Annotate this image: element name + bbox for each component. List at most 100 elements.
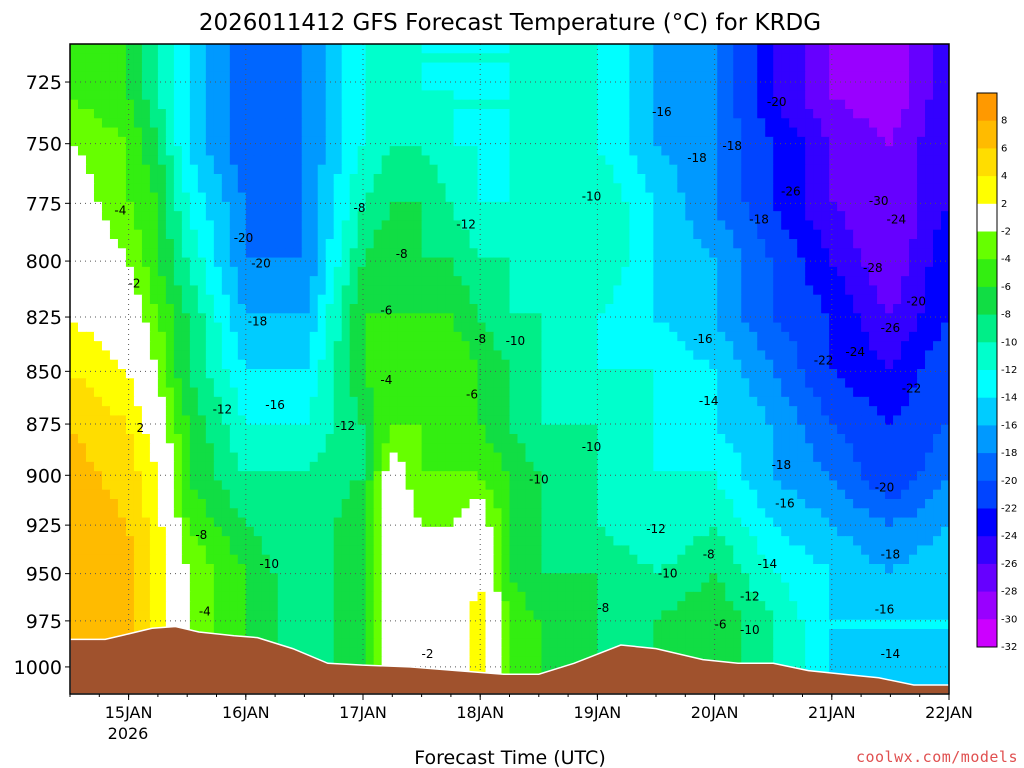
field-cell — [309, 443, 319, 454]
field-cell — [285, 443, 295, 454]
field-cell — [101, 99, 111, 110]
field-cell — [493, 452, 503, 463]
field-cell — [285, 155, 295, 166]
field-cell — [885, 294, 894, 305]
field-cell — [93, 136, 103, 147]
field-cell — [637, 304, 646, 314]
field-cell — [813, 424, 822, 435]
field-cell — [357, 62, 367, 73]
field-cell — [357, 183, 367, 194]
field-cell — [789, 229, 798, 240]
field-cell — [901, 434, 910, 444]
field-cell — [677, 369, 686, 379]
field-cell — [893, 424, 902, 435]
field-cell — [845, 81, 854, 92]
field-cell — [453, 396, 463, 407]
field-cell — [701, 331, 710, 342]
field-cell — [501, 266, 511, 277]
field-cell — [813, 313, 822, 324]
field-cell — [509, 276, 519, 287]
field-cell — [533, 322, 543, 333]
field-cell — [269, 331, 279, 342]
field-cell — [669, 44, 678, 54]
field-cell — [653, 285, 662, 296]
field-cell — [101, 136, 111, 147]
field-cell — [893, 285, 902, 296]
field-cell — [933, 201, 942, 212]
field-cell — [789, 406, 798, 417]
field-cell — [429, 239, 439, 249]
field-cell — [253, 266, 263, 277]
field-cell — [925, 322, 934, 333]
field-cell — [525, 146, 535, 157]
field-cell — [149, 322, 159, 333]
field-cell — [301, 192, 311, 203]
field-cell — [901, 424, 910, 435]
field-cell — [381, 136, 391, 147]
field-cell — [261, 266, 271, 277]
field-cell — [205, 174, 215, 184]
field-cell — [173, 452, 183, 463]
field-cell — [493, 164, 503, 175]
field-cell — [757, 118, 766, 129]
field-cell — [453, 248, 463, 259]
field-cell — [445, 257, 455, 268]
field-cell — [677, 127, 686, 138]
field-cell — [453, 369, 463, 379]
field-cell — [533, 452, 543, 463]
field-cell — [293, 201, 303, 212]
field-cell — [357, 294, 367, 305]
field-cell — [197, 257, 207, 268]
field-cell — [85, 239, 95, 249]
field-cell — [805, 424, 814, 435]
field-cell — [77, 415, 87, 426]
field-cell — [749, 248, 758, 259]
field-cell — [229, 294, 239, 305]
field-cell — [325, 443, 335, 454]
field-cell — [637, 294, 646, 305]
field-cell — [757, 81, 766, 92]
field-cell — [349, 443, 359, 454]
field-cell — [765, 266, 774, 277]
field-cell — [165, 396, 175, 407]
field-cell — [181, 90, 191, 101]
field-cell — [325, 266, 335, 277]
field-cell — [413, 424, 423, 435]
field-cell — [933, 248, 942, 259]
field-cell — [693, 387, 702, 398]
field-cell — [70, 322, 79, 333]
field-cell — [709, 378, 718, 389]
field-cell — [725, 136, 734, 147]
field-cell — [901, 294, 910, 305]
field-cell — [213, 174, 223, 184]
field-cell — [781, 378, 790, 389]
field-cell — [669, 99, 678, 110]
field-cell — [77, 294, 87, 305]
field-cell — [917, 53, 926, 64]
field-cell — [213, 434, 223, 444]
field-cell — [565, 53, 575, 64]
field-cell — [141, 461, 151, 472]
field-cell — [733, 53, 742, 64]
field-cell — [277, 350, 287, 361]
field-cell — [317, 359, 327, 370]
field-cell — [213, 304, 223, 314]
field-cell — [941, 369, 949, 379]
field-cell — [365, 183, 375, 194]
field-cell — [877, 220, 886, 231]
field-cell — [141, 443, 151, 454]
field-cell — [653, 183, 662, 194]
field-cell — [149, 276, 159, 287]
field-cell — [893, 359, 902, 370]
field-cell — [421, 127, 431, 138]
field-cell — [853, 81, 862, 92]
field-cell — [221, 266, 231, 277]
field-cell — [277, 341, 287, 352]
field-cell — [333, 304, 343, 314]
field-cell — [349, 239, 359, 249]
field-cell — [797, 136, 806, 147]
field-cell — [541, 424, 551, 435]
field-cell — [621, 285, 630, 296]
field-cell — [437, 443, 447, 454]
field-cell — [317, 99, 327, 110]
